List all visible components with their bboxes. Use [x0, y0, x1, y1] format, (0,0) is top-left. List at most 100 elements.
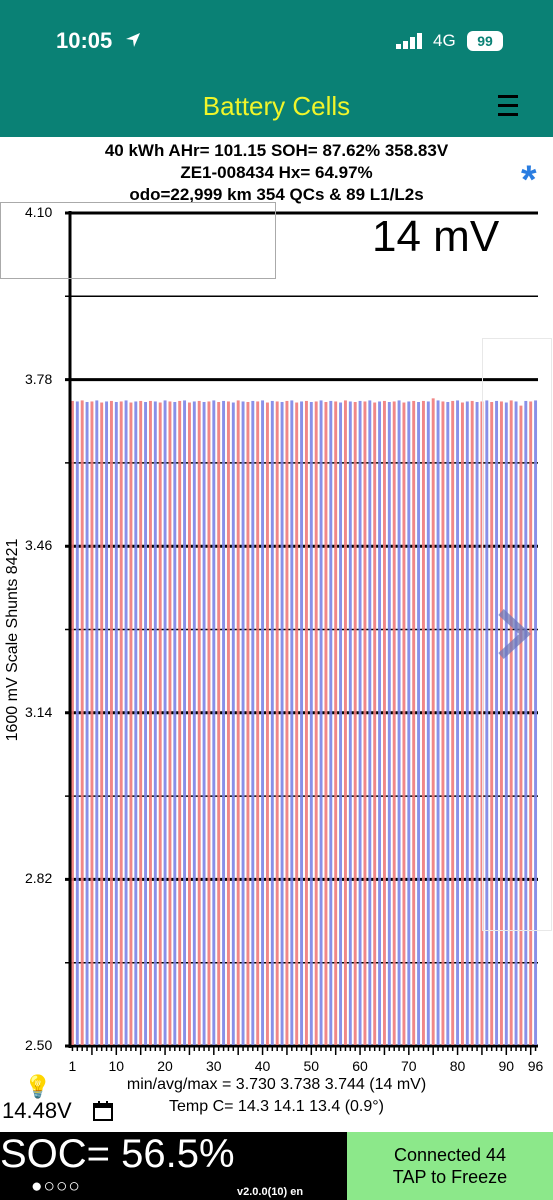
cell-bar [353, 401, 357, 1046]
chevron-right-icon[interactable] [495, 606, 531, 662]
pack-summary: 40 kWh AHr= 101.15 SOH= 87.62% 358.83V [104, 141, 449, 160]
cell-bar [251, 400, 255, 1046]
location-arrow-icon [126, 33, 140, 47]
cell-bar [270, 400, 274, 1046]
cell-bar [480, 401, 484, 1046]
cell-bar [212, 400, 216, 1046]
cell-bar [75, 401, 79, 1046]
cell-bar [348, 401, 352, 1046]
x-tick-label: 60 [352, 1058, 368, 1074]
cell-bar [295, 402, 299, 1046]
cell-bar [475, 401, 479, 1046]
cellular-signal-icon [396, 33, 422, 49]
x-tick-label: 20 [157, 1058, 173, 1074]
x-tick-label: 96 [527, 1058, 544, 1074]
cell-bar [378, 401, 382, 1046]
side-panel [482, 338, 552, 931]
cell-bar [499, 401, 503, 1046]
cell-bar [363, 401, 367, 1046]
voltage-spread: 14 mV [372, 212, 500, 261]
cell-bar [519, 405, 523, 1047]
cell-bar [231, 402, 235, 1046]
page-title: Battery Cells [202, 91, 351, 121]
cell-bar [168, 401, 172, 1046]
network-type: 4G [433, 31, 456, 50]
cell-bar [436, 400, 440, 1046]
cell-bar [256, 401, 260, 1046]
cell-bar [417, 401, 421, 1046]
calendar-icon[interactable] [93, 1101, 113, 1121]
cell-bar [421, 400, 425, 1046]
cell-bar [144, 401, 148, 1046]
cell-bar [397, 400, 401, 1046]
cell-bar [387, 401, 391, 1046]
cell-bar [334, 401, 338, 1046]
cell-bar [261, 400, 265, 1046]
odometer-info: odo=22,999 km 354 QCs & 89 L1/L2s [129, 185, 424, 204]
cell-bar [207, 401, 211, 1046]
cell-bar [109, 400, 113, 1046]
cell-bar [534, 400, 538, 1046]
cell-bar [105, 401, 109, 1046]
cell-bar [368, 400, 372, 1046]
cell-bar [192, 401, 196, 1046]
cell-bar [309, 401, 313, 1046]
x-tick-label: 50 [303, 1058, 320, 1074]
cell-bar [509, 400, 513, 1046]
y-tick-label: 3.46 [25, 537, 53, 554]
star-icon[interactable]: * [521, 158, 537, 202]
cell-bar [285, 400, 289, 1046]
cell-bar [202, 401, 206, 1046]
cell-bar [504, 402, 508, 1046]
cell-bar [495, 400, 499, 1046]
soc-panel[interactable]: SOC= 56.5% ●○○○ v2.0.0(10) en [0, 1132, 347, 1200]
cell-bar [114, 401, 118, 1046]
cell-bar [392, 401, 396, 1046]
cell-bar [529, 401, 533, 1046]
cell-bar [314, 401, 318, 1046]
cell-bar [148, 400, 152, 1046]
cell-bar [217, 401, 221, 1046]
cell-bar [324, 401, 328, 1046]
cell-bar [490, 401, 494, 1046]
y-tick-label: 2.50 [25, 1037, 53, 1053]
y-axis-label: 1600 mV Scale Shunts 8421 [4, 538, 21, 742]
cell-bar [280, 401, 284, 1046]
cell-bar [246, 401, 250, 1046]
cell-bar [300, 401, 304, 1046]
temperature: Temp C= 14.3 14.1 13.4 (0.9°) [169, 1098, 384, 1115]
cell-bar [470, 400, 474, 1046]
overlay-box [0, 202, 276, 279]
cell-bar [275, 401, 279, 1046]
cell-bar [70, 400, 74, 1046]
cell-bar [163, 400, 167, 1046]
cell-bar [119, 401, 123, 1046]
cell-bar [197, 400, 201, 1046]
cell-bar [431, 398, 435, 1046]
cell-bar [153, 401, 157, 1046]
cell-bar [134, 401, 138, 1046]
y-tick-label: 4.10 [25, 204, 53, 220]
x-tick-label: 10 [108, 1058, 125, 1074]
y-tick-label: 2.82 [25, 870, 53, 887]
x-tick-label: 40 [254, 1058, 271, 1074]
cell-bar [236, 400, 240, 1046]
connect-freeze-button[interactable]: Connected 44 TAP to Freeze [347, 1132, 553, 1200]
cell-bar [407, 401, 411, 1046]
cell-bar [373, 402, 377, 1046]
cell-bar [187, 402, 191, 1046]
cell-bar [124, 400, 128, 1046]
lightbulb-icon[interactable]: 💡 [24, 1074, 52, 1099]
cell-bar [304, 400, 308, 1046]
x-tick-label: 70 [401, 1058, 417, 1074]
menu-icon[interactable] [498, 89, 518, 119]
cell-bar [178, 400, 182, 1046]
cell-bar [226, 401, 230, 1046]
cell-bar [183, 400, 187, 1046]
cell-bar [139, 400, 143, 1046]
cell-bar [402, 402, 406, 1046]
cell-bar [426, 401, 430, 1046]
soc-value: SOC= 56.5% [0, 1132, 235, 1176]
cell-bar [85, 401, 89, 1046]
